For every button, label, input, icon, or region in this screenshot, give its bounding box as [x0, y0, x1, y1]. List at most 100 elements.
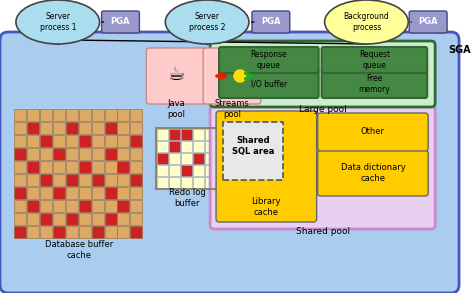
- Bar: [79, 122, 91, 134]
- Bar: [66, 135, 78, 147]
- Text: Streams
pool: Streams pool: [215, 99, 249, 119]
- Bar: [169, 153, 180, 164]
- Bar: [40, 174, 52, 186]
- Bar: [181, 129, 192, 140]
- Bar: [157, 177, 168, 188]
- Bar: [130, 161, 142, 173]
- Bar: [40, 148, 52, 160]
- Bar: [79, 187, 91, 199]
- Text: Response
queue: Response queue: [251, 50, 287, 70]
- Bar: [79, 148, 91, 160]
- Ellipse shape: [16, 0, 100, 44]
- Bar: [27, 135, 39, 147]
- Text: Redo log
buffer: Redo log buffer: [169, 188, 206, 208]
- Bar: [181, 165, 192, 176]
- Bar: [193, 129, 204, 140]
- Text: SGA: SGA: [449, 45, 471, 55]
- Bar: [91, 174, 103, 186]
- Bar: [91, 135, 103, 147]
- Text: Server
process 1: Server process 1: [39, 12, 76, 32]
- Bar: [27, 213, 39, 225]
- Bar: [91, 109, 103, 121]
- Bar: [205, 177, 216, 188]
- Bar: [66, 161, 78, 173]
- Bar: [223, 122, 283, 180]
- Bar: [105, 174, 117, 186]
- Bar: [205, 141, 216, 152]
- Text: Shared pool: Shared pool: [296, 227, 350, 236]
- Bar: [40, 187, 52, 199]
- Bar: [157, 153, 168, 164]
- Bar: [79, 200, 91, 212]
- Bar: [205, 129, 216, 140]
- FancyBboxPatch shape: [318, 150, 428, 196]
- Bar: [91, 122, 103, 134]
- FancyBboxPatch shape: [219, 70, 319, 98]
- Text: Server
process 2: Server process 2: [189, 12, 225, 32]
- Bar: [14, 135, 26, 147]
- Bar: [79, 109, 91, 121]
- Text: Library
cache: Library cache: [252, 197, 281, 217]
- Bar: [66, 226, 78, 238]
- Bar: [14, 174, 26, 186]
- Bar: [169, 165, 180, 176]
- Text: Free
memory: Free memory: [358, 74, 390, 94]
- Text: PGA: PGA: [261, 18, 281, 26]
- Bar: [91, 148, 103, 160]
- Text: Request
queue: Request queue: [359, 50, 390, 70]
- Bar: [130, 187, 142, 199]
- Bar: [130, 148, 142, 160]
- Bar: [66, 174, 78, 186]
- Bar: [91, 161, 103, 173]
- Bar: [53, 226, 65, 238]
- Bar: [66, 213, 78, 225]
- FancyBboxPatch shape: [219, 47, 319, 73]
- Bar: [181, 153, 192, 164]
- Bar: [118, 187, 129, 199]
- Bar: [27, 187, 39, 199]
- Bar: [66, 200, 78, 212]
- Bar: [91, 200, 103, 212]
- Bar: [66, 148, 78, 160]
- Bar: [27, 226, 39, 238]
- Bar: [105, 200, 117, 212]
- Bar: [105, 122, 117, 134]
- Bar: [53, 122, 65, 134]
- Bar: [105, 109, 117, 121]
- Bar: [40, 200, 52, 212]
- Bar: [130, 213, 142, 225]
- Bar: [53, 161, 65, 173]
- Text: Large pool: Large pool: [299, 105, 346, 115]
- Text: Database buffer
cache: Database buffer cache: [45, 240, 113, 260]
- Bar: [14, 187, 26, 199]
- FancyBboxPatch shape: [210, 106, 435, 229]
- Bar: [79, 161, 91, 173]
- Bar: [169, 141, 180, 152]
- Bar: [40, 135, 52, 147]
- FancyBboxPatch shape: [203, 48, 261, 104]
- Bar: [27, 109, 39, 121]
- FancyBboxPatch shape: [210, 41, 435, 107]
- Bar: [14, 148, 26, 160]
- Bar: [169, 177, 180, 188]
- Circle shape: [234, 70, 246, 82]
- FancyBboxPatch shape: [146, 48, 207, 104]
- Bar: [27, 200, 39, 212]
- FancyBboxPatch shape: [252, 11, 290, 33]
- Bar: [118, 148, 129, 160]
- Bar: [27, 148, 39, 160]
- Text: Shared
SQL area: Shared SQL area: [232, 136, 274, 156]
- Bar: [40, 109, 52, 121]
- Bar: [105, 161, 117, 173]
- Bar: [14, 122, 26, 134]
- Bar: [105, 135, 117, 147]
- FancyBboxPatch shape: [322, 70, 427, 98]
- Bar: [53, 187, 65, 199]
- Text: PGA: PGA: [111, 18, 130, 26]
- Bar: [40, 122, 52, 134]
- FancyBboxPatch shape: [216, 111, 317, 222]
- Bar: [40, 161, 52, 173]
- Text: I/O buffer: I/O buffer: [251, 79, 287, 88]
- Bar: [91, 213, 103, 225]
- Bar: [118, 226, 129, 238]
